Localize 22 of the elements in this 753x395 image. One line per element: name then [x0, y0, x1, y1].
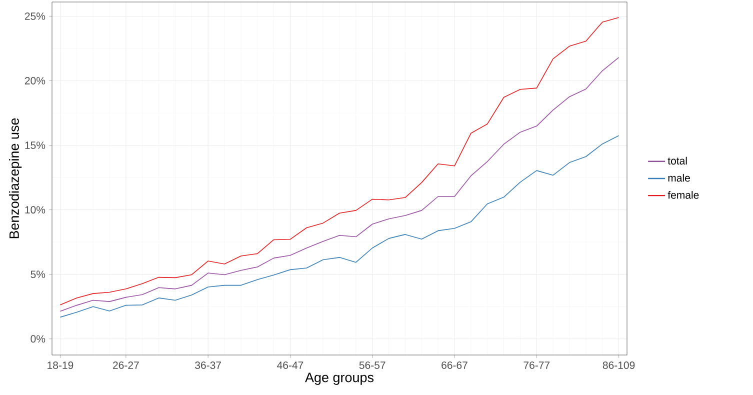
x-tick-label: 26-27	[113, 362, 139, 369]
x-tick-label: 18-19	[48, 362, 74, 369]
x-tick-label: 86-109	[602, 362, 635, 369]
line-series	[60, 135, 620, 318]
x-tick-label: 56-57	[359, 362, 386, 369]
y-tick-label: 10%	[25, 206, 46, 214]
x-tick-label: 36-37	[195, 362, 221, 369]
y-axis-title: Benzodiazepine use	[9, 118, 22, 238]
x-tick-label: 76-77	[524, 362, 550, 369]
x-axis-title: Age groups	[305, 372, 374, 385]
y-tick-label: 15%	[25, 142, 46, 149]
legend-label: total	[668, 156, 687, 165]
line-series	[60, 17, 620, 306]
y-tick-label: 0%	[30, 335, 46, 343]
line-series	[60, 57, 620, 312]
y-tick-label: 25%	[24, 12, 46, 20]
y-tick-label: 20%	[24, 77, 46, 84]
legend-label: female	[668, 191, 699, 199]
x-tick-label: 46-47	[277, 362, 304, 369]
legend-label: male	[668, 174, 690, 182]
y-tick-label: 5%	[30, 270, 46, 278]
x-tick-label: 66-67	[442, 362, 468, 369]
